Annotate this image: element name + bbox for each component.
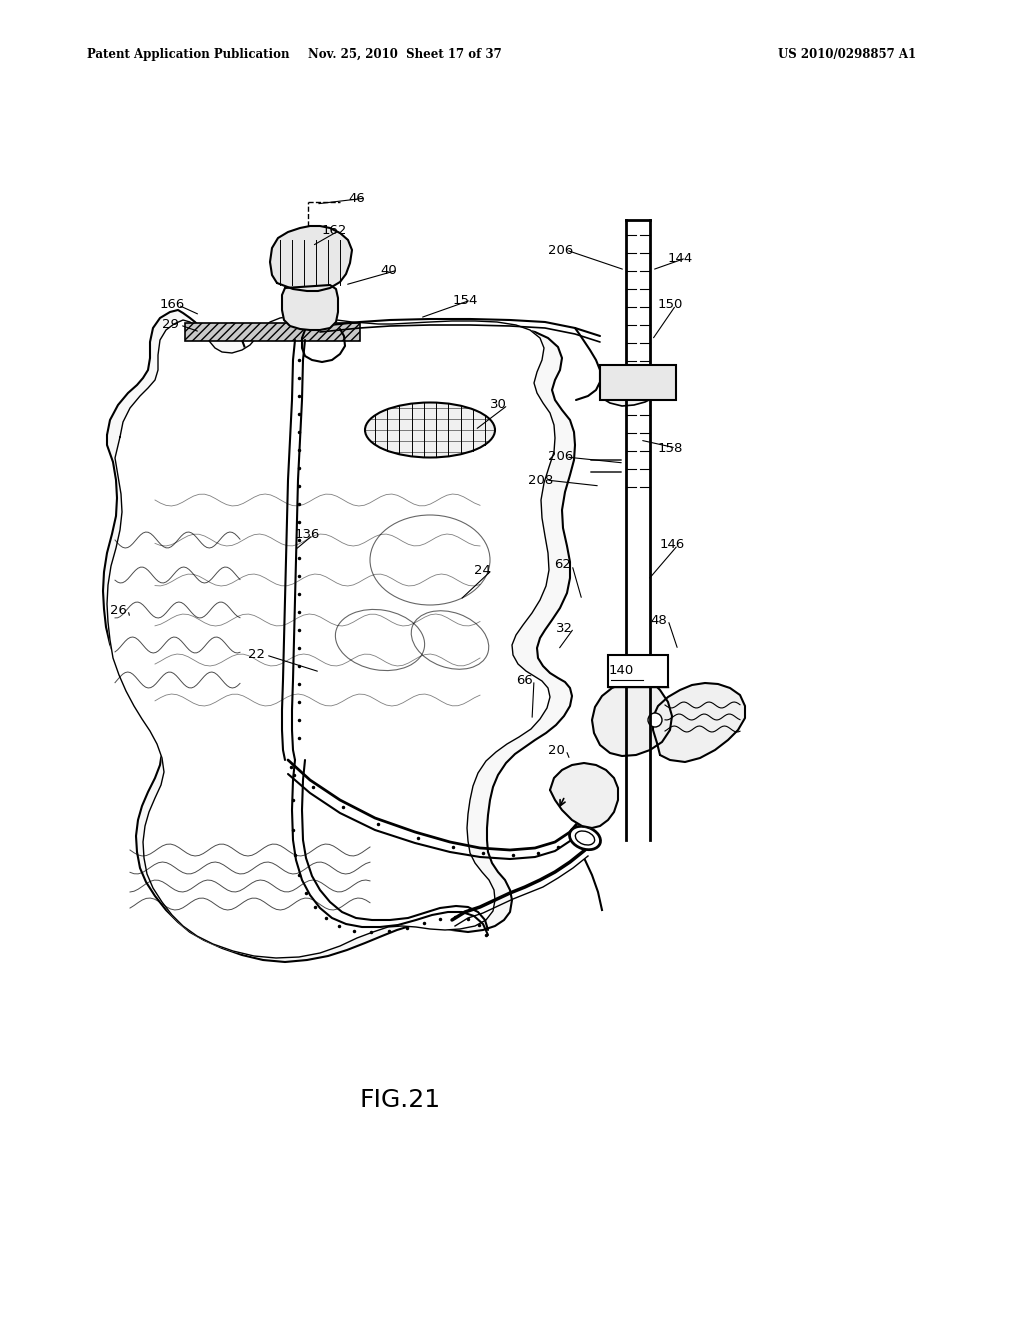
Ellipse shape bbox=[365, 403, 495, 458]
Ellipse shape bbox=[575, 832, 595, 845]
Polygon shape bbox=[103, 310, 575, 962]
Circle shape bbox=[648, 713, 662, 727]
Text: 154: 154 bbox=[453, 293, 478, 306]
Text: 140: 140 bbox=[608, 664, 634, 677]
Bar bbox=[608, 655, 668, 686]
Text: 22: 22 bbox=[248, 648, 265, 661]
Polygon shape bbox=[653, 682, 745, 762]
Text: Patent Application Publication: Patent Application Publication bbox=[87, 48, 290, 61]
Text: FIG.21: FIG.21 bbox=[359, 1088, 440, 1111]
Polygon shape bbox=[550, 763, 618, 828]
Text: 166: 166 bbox=[160, 298, 185, 312]
Polygon shape bbox=[270, 226, 352, 290]
Text: 46: 46 bbox=[348, 191, 365, 205]
Text: 150: 150 bbox=[658, 298, 683, 312]
Text: US 2010/0298857 A1: US 2010/0298857 A1 bbox=[778, 48, 916, 61]
Polygon shape bbox=[282, 285, 338, 330]
Text: 144: 144 bbox=[668, 252, 693, 264]
Text: 158: 158 bbox=[658, 441, 683, 454]
Text: 146: 146 bbox=[660, 539, 685, 552]
Bar bbox=[600, 366, 676, 400]
Text: 26: 26 bbox=[110, 603, 127, 616]
Text: 32: 32 bbox=[556, 622, 573, 635]
Text: 24: 24 bbox=[474, 564, 490, 577]
Polygon shape bbox=[592, 680, 672, 756]
Bar bbox=[185, 323, 360, 341]
Text: 162: 162 bbox=[322, 223, 347, 236]
Text: Nov. 25, 2010  Sheet 17 of 37: Nov. 25, 2010 Sheet 17 of 37 bbox=[307, 48, 502, 61]
Ellipse shape bbox=[569, 826, 600, 850]
Text: 206: 206 bbox=[548, 450, 573, 463]
Text: 48: 48 bbox=[650, 614, 667, 627]
Text: 30: 30 bbox=[490, 399, 507, 412]
Text: 206: 206 bbox=[548, 243, 573, 256]
Text: 40: 40 bbox=[380, 264, 396, 276]
Text: 29: 29 bbox=[162, 318, 179, 331]
Polygon shape bbox=[600, 374, 660, 407]
Text: 136: 136 bbox=[295, 528, 321, 541]
Text: 20: 20 bbox=[548, 743, 565, 756]
Polygon shape bbox=[106, 315, 555, 958]
Text: 208: 208 bbox=[528, 474, 553, 487]
Text: 62: 62 bbox=[554, 558, 570, 572]
Text: 66: 66 bbox=[516, 673, 532, 686]
